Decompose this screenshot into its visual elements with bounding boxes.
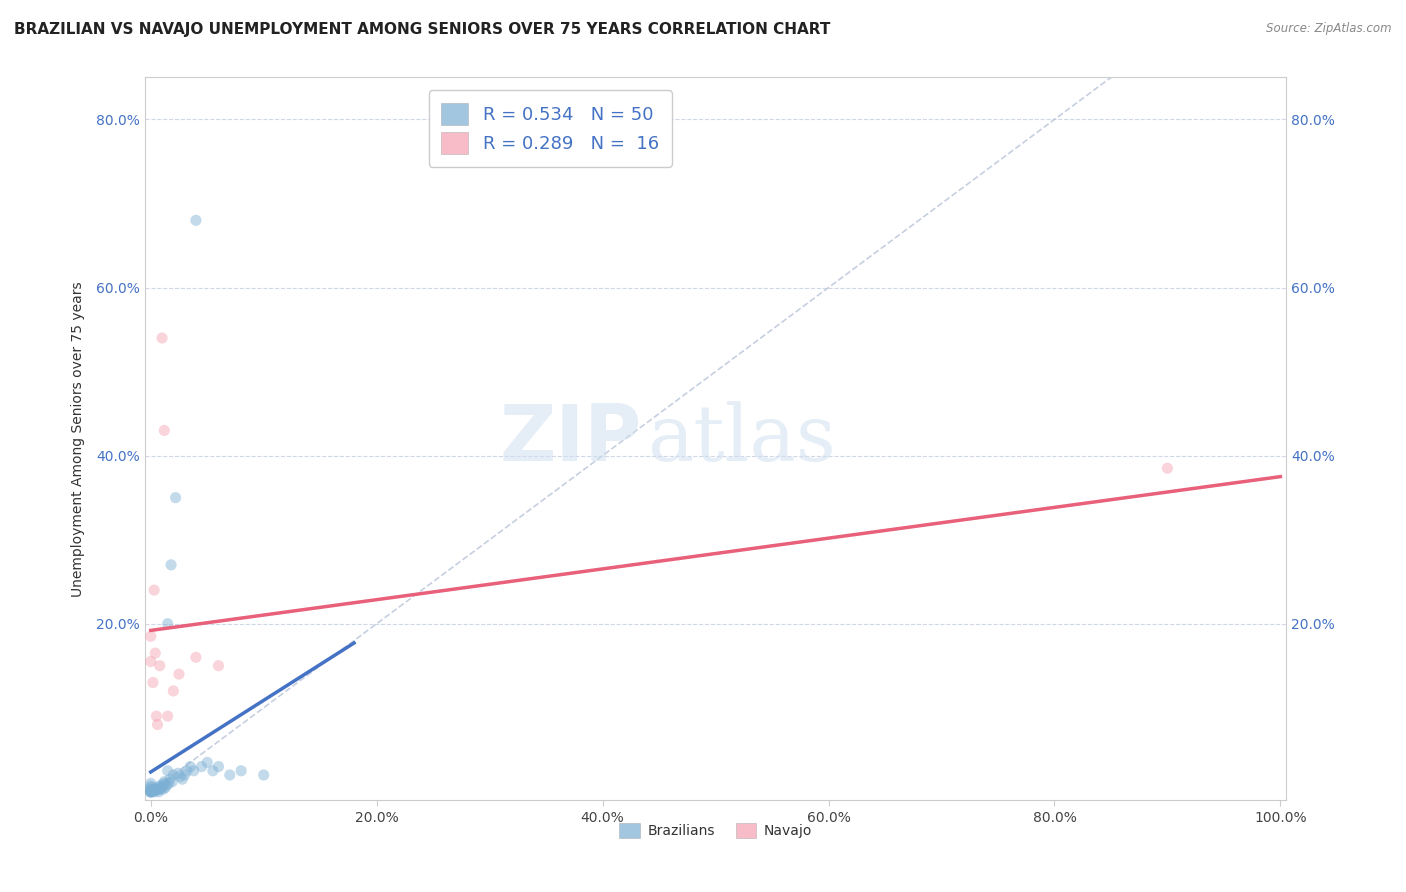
Point <box>169 770 191 784</box>
Point <box>153 774 176 789</box>
Point <box>139 655 162 669</box>
Point <box>150 331 173 345</box>
Point <box>190 759 212 773</box>
Point <box>167 667 190 681</box>
Point <box>149 781 172 796</box>
Text: Source: ZipAtlas.com: Source: ZipAtlas.com <box>1267 22 1392 36</box>
Point <box>159 772 181 787</box>
Point <box>229 764 252 778</box>
Point <box>149 658 172 673</box>
Point <box>166 766 188 780</box>
Point <box>146 783 169 797</box>
Point <box>139 785 162 799</box>
Point <box>148 785 170 799</box>
Point <box>142 785 165 799</box>
Point <box>143 583 166 598</box>
Point <box>173 768 195 782</box>
Point <box>184 213 207 227</box>
Point <box>143 785 166 799</box>
Point <box>253 768 276 782</box>
Point <box>156 616 179 631</box>
Point <box>153 776 176 790</box>
Point <box>149 782 172 797</box>
Point <box>142 675 165 690</box>
Point <box>207 658 229 673</box>
Point <box>218 768 240 782</box>
Point <box>143 646 166 660</box>
Point <box>139 785 162 799</box>
Point <box>139 780 162 795</box>
Point <box>162 684 184 698</box>
Point <box>149 779 172 793</box>
Point <box>160 774 183 789</box>
Point <box>184 650 207 665</box>
Point <box>156 709 179 723</box>
Point <box>176 764 198 778</box>
Point <box>195 756 218 770</box>
Point <box>157 776 180 790</box>
Point <box>172 772 194 787</box>
Text: atlas: atlas <box>647 401 835 476</box>
Point <box>207 759 229 773</box>
Legend: Brazilians, Navajo: Brazilians, Navajo <box>614 818 817 844</box>
Point <box>139 785 162 799</box>
Point <box>1156 461 1178 475</box>
Point <box>160 558 183 572</box>
Point <box>162 768 184 782</box>
Point <box>143 783 166 797</box>
Point <box>139 785 162 799</box>
Point <box>153 424 176 438</box>
Point <box>139 785 162 799</box>
Point <box>179 759 201 773</box>
Point <box>139 779 162 793</box>
Point <box>155 778 177 792</box>
Point <box>139 629 162 643</box>
Point <box>165 491 187 505</box>
Y-axis label: Unemployment Among Seniors over 75 years: Unemployment Among Seniors over 75 years <box>72 281 86 597</box>
Point <box>152 782 174 797</box>
Point <box>145 780 167 795</box>
Point <box>139 782 162 797</box>
Text: BRAZILIAN VS NAVAJO UNEMPLOYMENT AMONG SENIORS OVER 75 YEARS CORRELATION CHART: BRAZILIAN VS NAVAJO UNEMPLOYMENT AMONG S… <box>14 22 831 37</box>
Point <box>150 778 173 792</box>
Point <box>156 764 179 778</box>
Point <box>146 717 169 731</box>
Point <box>201 764 224 778</box>
Point <box>155 780 177 795</box>
Point <box>183 764 205 778</box>
Point <box>139 776 162 790</box>
Point <box>150 780 173 795</box>
Point <box>145 782 167 797</box>
Point <box>139 783 162 797</box>
Text: ZIP: ZIP <box>499 401 641 477</box>
Point <box>145 709 167 723</box>
